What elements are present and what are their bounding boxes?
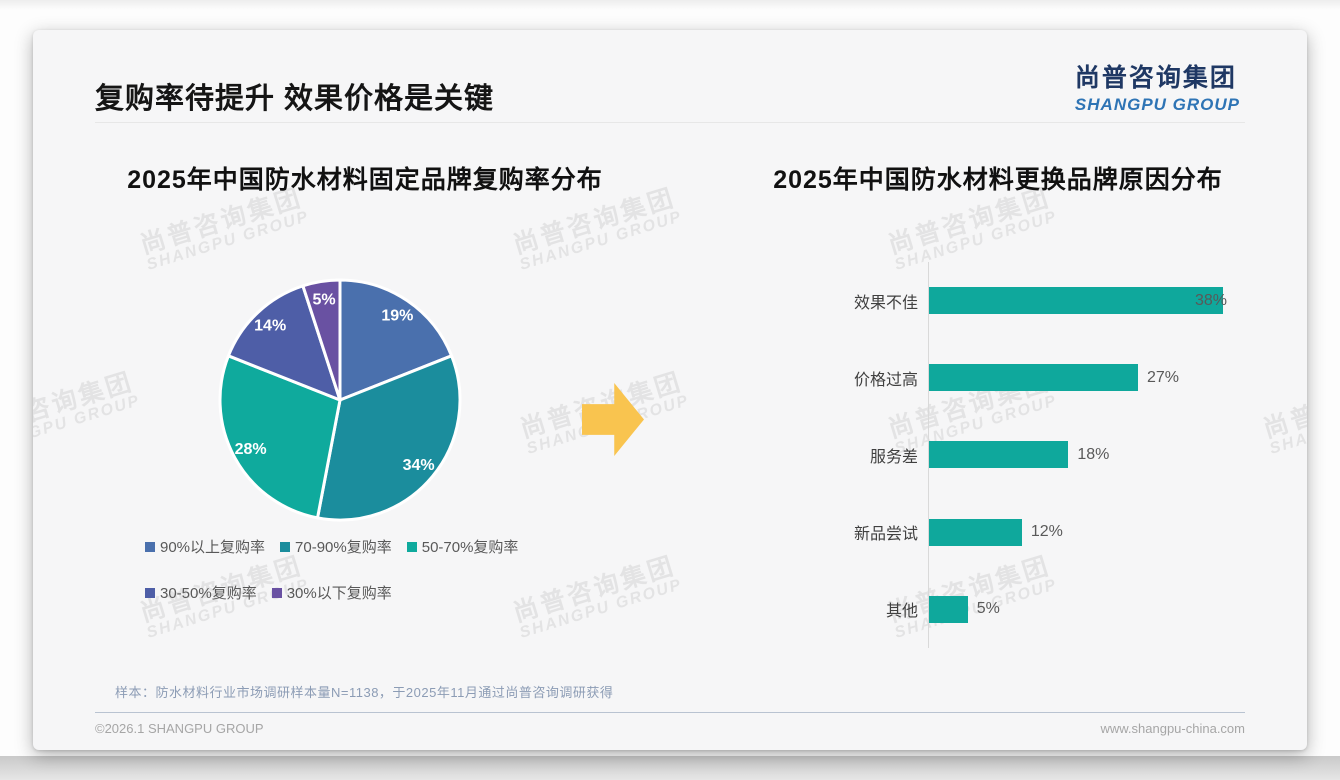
logo-english-text: SHANGPU GROUP (1074, 95, 1240, 114)
legend-swatch-icon (145, 541, 155, 552)
pie-data-label: 34% (403, 457, 435, 474)
slide: 尚普咨询集团 SHANGPU GROUP 尚普咨询集团 SHANGPU GROUP 尚普… (33, 30, 1307, 750)
title-divider (95, 122, 1245, 123)
bar-value-label: 27% (1146, 368, 1179, 386)
bar-服务差 (929, 441, 1069, 469)
bar-value-label: 38% (1195, 291, 1228, 309)
footer-copyright: ©2026.1 SHANGPU GROUP (95, 721, 264, 736)
legend-swatch-icon (271, 587, 282, 598)
legend-swatch-icon (280, 541, 291, 552)
page-title: 复购率待提升 效果价格是关键 (95, 83, 495, 115)
bar-其他 (929, 595, 968, 623)
pie-slice-90%以上复购率 (338, 278, 454, 402)
bar-效果不佳 (929, 287, 1224, 315)
legend-label: 70-90%复购率 (295, 539, 392, 556)
bar-row: 价格过高 27% (708, 339, 1253, 416)
company-logo: 尚普咨询集团 SHANGPU GROUP (1075, 58, 1240, 115)
legend-label: 90%以上复购率 (160, 539, 266, 556)
pie-chart-title: 2025年中国防水材料固定品牌复购率分布 (127, 166, 603, 194)
bar-row: 服务差 18% (708, 416, 1253, 493)
bar-新品尝试 (929, 518, 1022, 546)
bar-plot-area: 5% (929, 595, 1249, 623)
bar-category-label: 效果不佳 (853, 294, 918, 312)
legend-item: 70-90%复购率 (280, 536, 392, 557)
bar-价格过高 (929, 364, 1138, 392)
legend-label: 50-70%复购率 (421, 539, 519, 556)
legend-item: 30%以下复购率 (271, 582, 392, 603)
bar-value-label: 5% (976, 600, 1000, 618)
bar-chart: 效果不佳 38% 价格过高 27% 服务差 18% 新品尝试 12% 其他 5% (708, 262, 1253, 648)
footer-website: www.shangpu-china.com (1100, 721, 1245, 736)
page-bottom-strip (0, 756, 1340, 780)
pie-slice-50-70%复购率 (218, 354, 342, 520)
bar-plot-area: 18% (929, 441, 1249, 469)
bar-category-label: 价格过高 (853, 371, 918, 389)
bar-value-label: 12% (1030, 523, 1063, 541)
bar-row: 其他 5% (708, 571, 1253, 648)
legend-row: 30-50%复购率 30%以下复购率 (145, 582, 625, 603)
pie-data-label: 19% (381, 308, 413, 325)
legend-label: 30-50%复购率 (160, 585, 257, 602)
pie-slice-70-90%复购率 (316, 354, 462, 522)
bar-category-label: 其他 (885, 603, 918, 621)
pie-chart: 19% 34% 28% 14% 5% (218, 278, 462, 522)
legend-item: 50-70%复购率 (406, 536, 519, 557)
bar-chart-axis-line (928, 262, 929, 648)
right-arrow-icon (582, 383, 644, 456)
bar-chart-title: 2025年中国防水材料更换品牌原因分布 (773, 166, 1223, 194)
bar-plot-area: 12% (929, 518, 1249, 546)
bar-row: 新品尝试 12% (708, 494, 1253, 571)
page-top-strip (0, 0, 1340, 10)
bar-plot-area: 27% (929, 364, 1249, 392)
pie-data-label: 5% (312, 291, 335, 308)
legend-swatch-icon (406, 541, 417, 552)
footer-divider (95, 712, 1245, 713)
logo-chinese-text: 尚普咨询集团 (1074, 64, 1237, 92)
bar-plot-area: 38% (929, 287, 1249, 315)
legend-row: 90%以上复购率 70-90%复购率 50-70%复购率 (145, 536, 625, 557)
sample-note: 样本：防水材料行业市场调研样本量N=1138，于2025年11月通过尚普咨询调研… (115, 685, 614, 700)
pie-legend: 90%以上复购率 70-90%复购率 50-70%复购率 30-50%复购率 30%以下… (145, 536, 625, 628)
legend-item: 30-50%复购率 (145, 582, 257, 603)
pie-data-label: 14% (254, 318, 286, 335)
legend-label: 30%以下复购率 (286, 585, 392, 602)
pie-slice-30%以下复购率 (301, 278, 342, 402)
legend-swatch-icon (145, 587, 155, 598)
pie-data-label: 28% (235, 441, 267, 458)
bar-value-label: 18% (1077, 445, 1110, 463)
bar-category-label: 服务差 (869, 448, 918, 466)
legend-item: 90%以上复购率 (145, 536, 265, 557)
bar-category-label: 新品尝试 (853, 526, 918, 544)
bar-row: 效果不佳 38% (708, 262, 1253, 339)
